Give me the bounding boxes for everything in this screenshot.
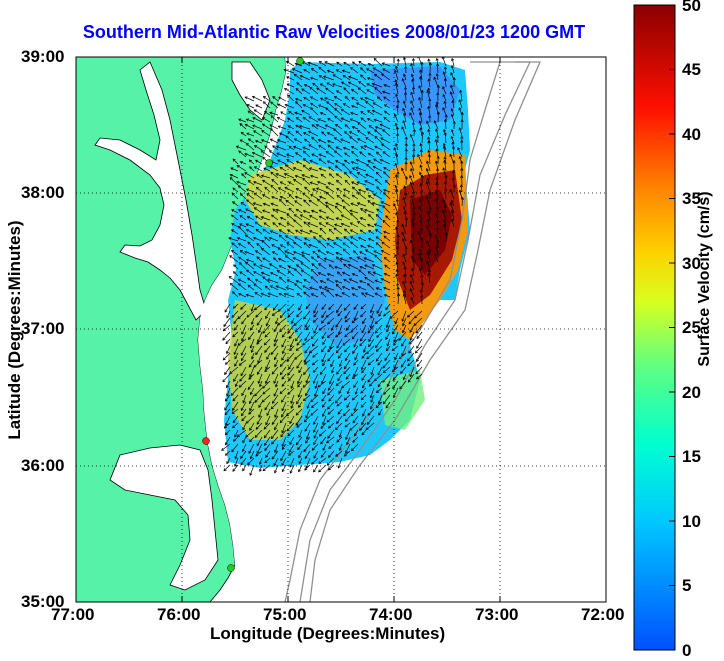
y-tick-label: 36:00 [21, 456, 64, 476]
x-tick-label: 73:00 [475, 605, 518, 625]
colorbar-tick-label: 0 [682, 641, 691, 661]
x-tick-label: 76:00 [157, 605, 200, 625]
north-site-marker [297, 58, 304, 65]
y-tick-label: 38:00 [21, 183, 64, 203]
velocity-arrow [406, 93, 407, 101]
colorbar-tick-label: 15 [682, 447, 701, 467]
y-axis-label: Latitude (Degrees:Minutes) [5, 215, 25, 445]
velocity-arrow [438, 112, 439, 122]
velocity-arrow [438, 64, 439, 73]
y-tick-label: 39:00 [21, 47, 64, 67]
central-site-marker [266, 160, 273, 167]
colorbar-tick-label: 5 [682, 576, 691, 596]
colorbar-tick-label: 10 [682, 512, 701, 532]
x-tick-label: 77:00 [51, 605, 94, 625]
colorbar-tick-label: 50 [682, 0, 701, 16]
x-tick-label: 74:00 [369, 605, 412, 625]
velocity-arrow [438, 169, 439, 179]
velocity-arrow [462, 197, 463, 206]
y-tick-label: 37:00 [21, 319, 64, 339]
x-axis-label: Longitude (Degrees:Minutes) [210, 624, 445, 644]
x-tick-label: 72:00 [581, 605, 624, 625]
colorbar [634, 5, 675, 650]
colorbar-tick-label: 45 [682, 60, 701, 80]
colorbar-label: Surface Velocity (cm/s) [696, 154, 714, 404]
x-tick-label: 75:00 [263, 605, 306, 625]
south-site-marker [203, 438, 210, 445]
hatteras-site-marker [228, 565, 235, 572]
colorbar-tick-label: 40 [682, 125, 701, 145]
